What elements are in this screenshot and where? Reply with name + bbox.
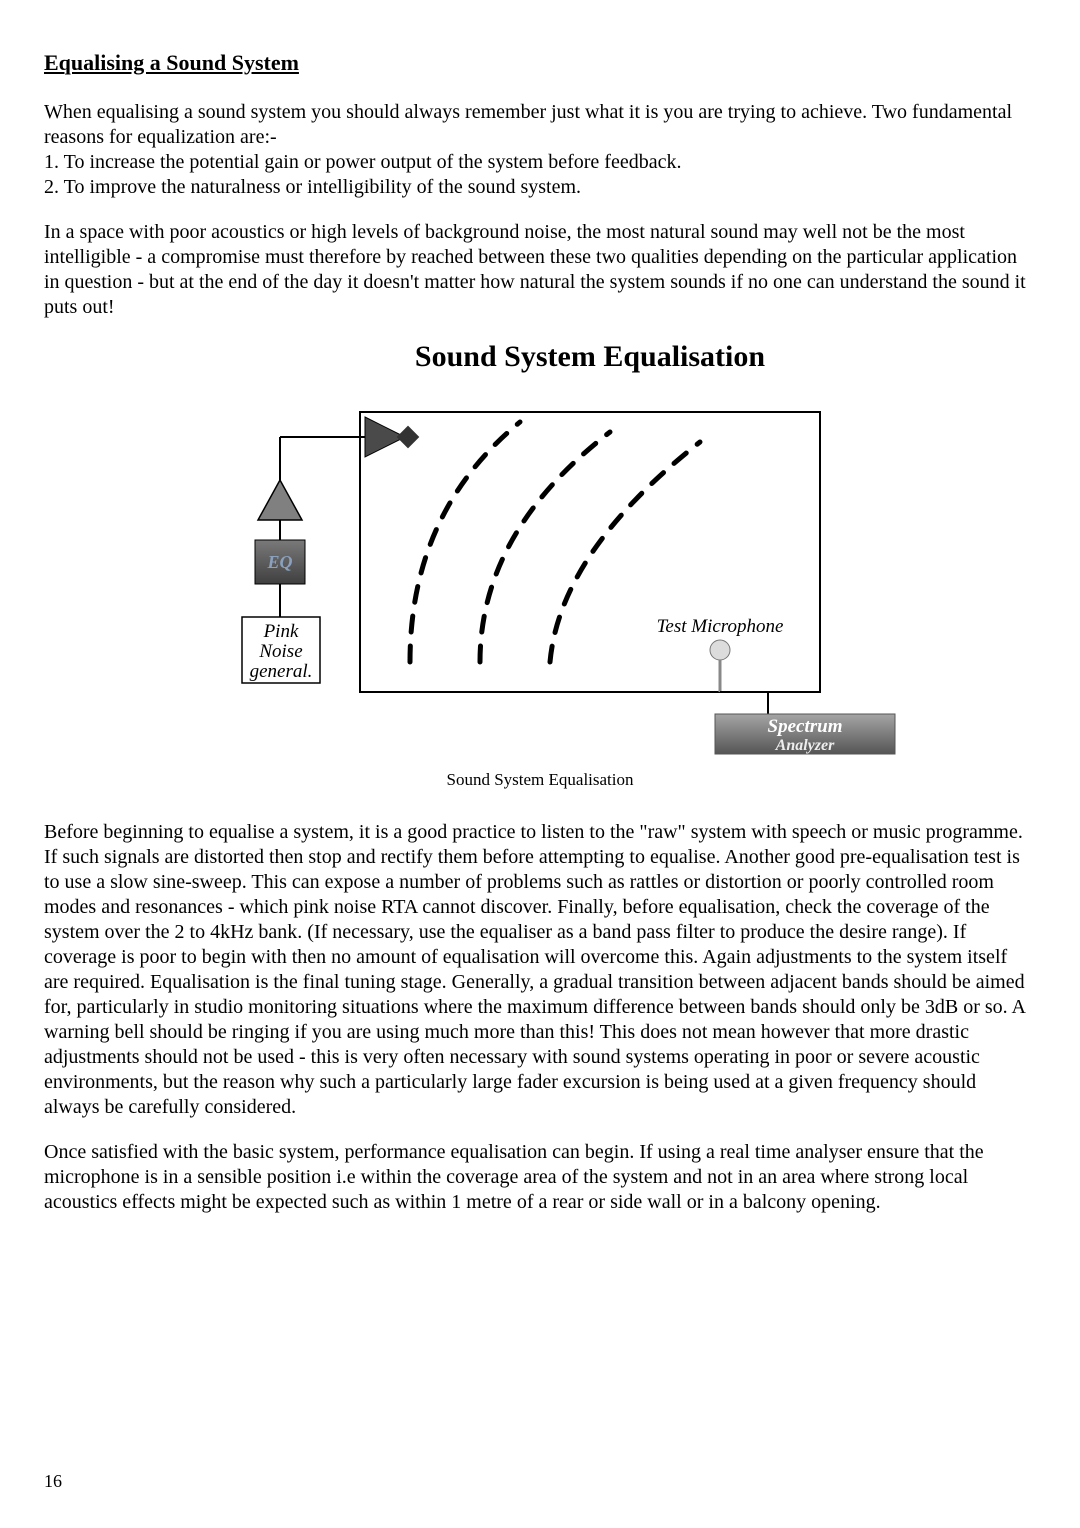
page: Equalising a Sound System When equalisin…	[0, 0, 1080, 1528]
speaker-box-icon	[397, 426, 420, 449]
mic-label: Test Microphone	[657, 616, 784, 637]
intro-text: When equalising a sound system you shoul…	[44, 101, 1012, 148]
pink-noise-line2: Noise	[258, 641, 302, 662]
paragraph-3: Before beginning to equalise a system, i…	[44, 820, 1036, 1120]
page-heading: Equalising a Sound System	[44, 50, 1036, 76]
amplifier-icon	[258, 480, 302, 520]
paragraph-2: In a space with poor acoustics or high l…	[44, 220, 1036, 320]
pink-noise-line3: general.	[250, 661, 313, 682]
list-item-1: 1. To increase the potential gain or pow…	[44, 151, 681, 173]
page-number: 16	[44, 1471, 62, 1492]
microphone-icon	[710, 640, 730, 660]
room-rect	[360, 412, 820, 692]
eq-label: EQ	[266, 552, 292, 572]
figure-title: Sound System Equalisation	[260, 340, 920, 374]
paragraph-4: Once satisfied with the basic system, pe…	[44, 1140, 1036, 1215]
figure-caption: Sound System Equalisation	[160, 770, 920, 790]
diagram: EQ Pink Noise general. Test Microphone S…	[160, 382, 920, 762]
intro-paragraph: When equalising a sound system you shoul…	[44, 100, 1036, 200]
figure: Sound System Equalisation	[160, 340, 920, 790]
wave-arc-2	[480, 432, 610, 662]
spectrum-line2: Analyzer	[775, 737, 835, 754]
wave-arc-1	[410, 422, 520, 662]
list-item-2: 2. To improve the naturalness or intelli…	[44, 176, 581, 198]
spectrum-line1: Spectrum	[768, 716, 843, 737]
pink-noise-line1: Pink	[263, 621, 299, 642]
